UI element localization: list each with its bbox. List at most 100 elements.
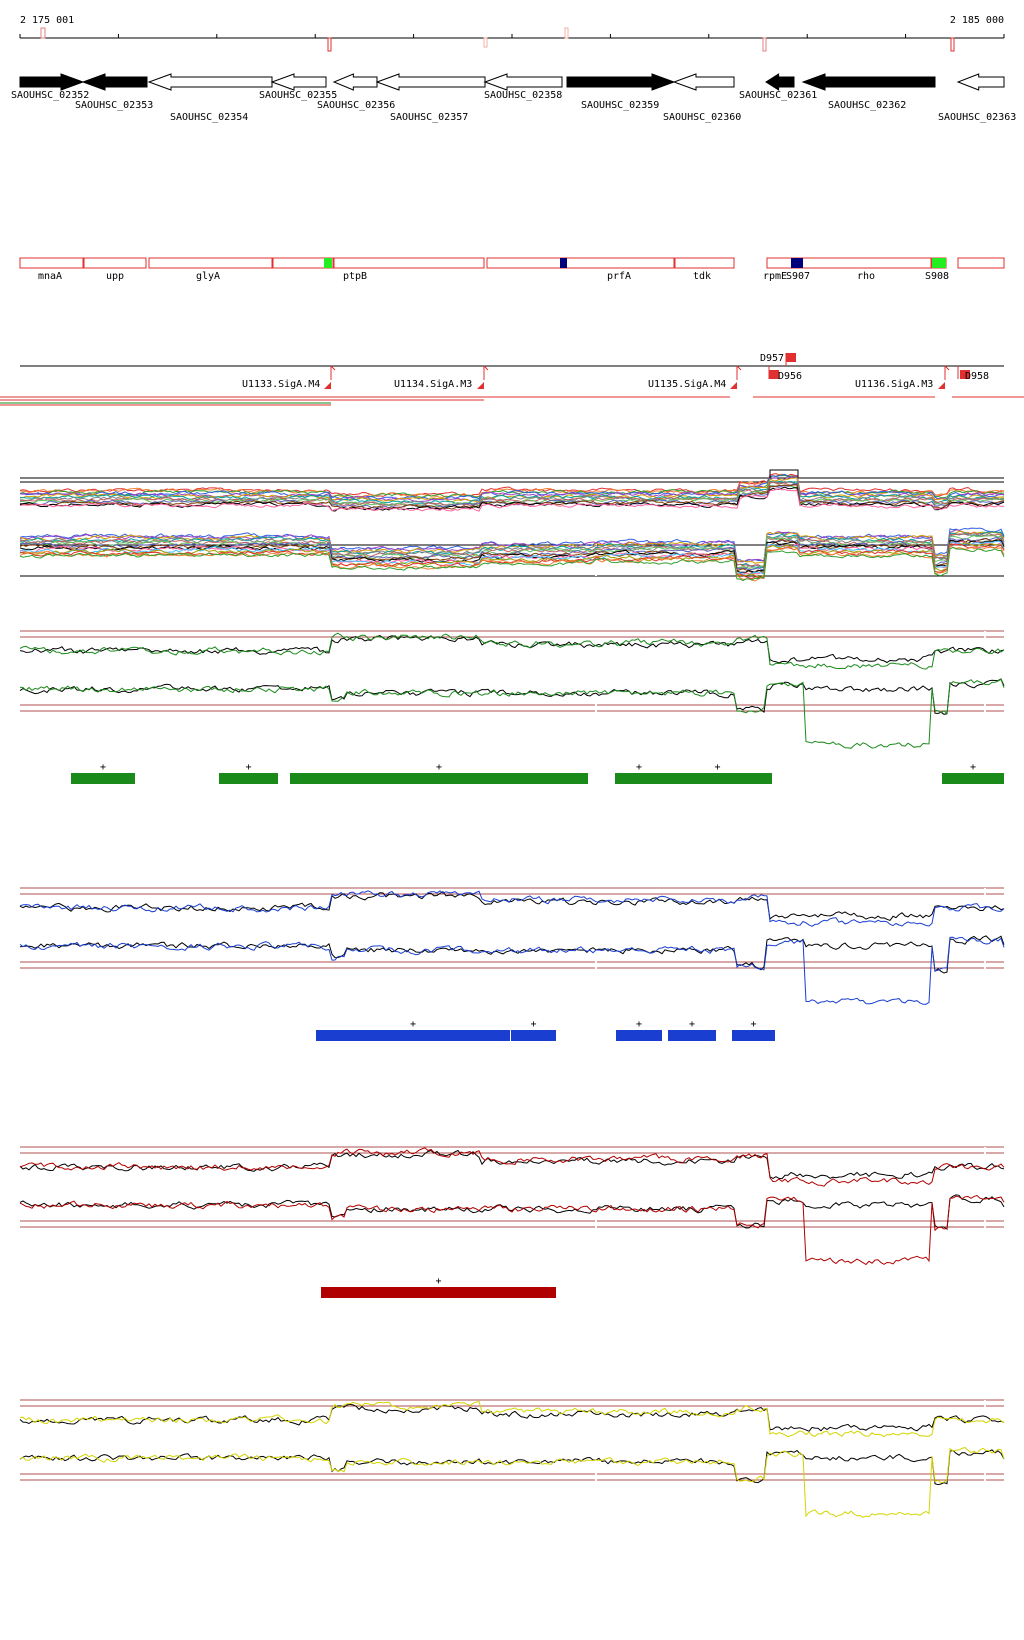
gene-symbol-rho: rho [857, 271, 875, 282]
ruler-start-label: 2 175 001 [20, 15, 74, 26]
gene-arrow [765, 73, 795, 91]
segment-label: + [970, 762, 976, 773]
gene-arrow [801, 73, 936, 91]
segment-bar [615, 773, 663, 784]
gene-arrow [147, 73, 273, 91]
segment-bar [732, 1030, 775, 1041]
segment-label: + [245, 762, 251, 773]
annotation-box [148, 257, 273, 269]
gene-arrow [566, 73, 676, 91]
annotation-track: mnaA upp glyA ptpB prfA tdk rpmE S907 rh… [19, 257, 1005, 282]
segment-label: + [530, 1019, 536, 1030]
segment-label: + [714, 762, 720, 773]
gene-arrow [81, 73, 148, 91]
gene-symbol-upp: upp [106, 271, 124, 282]
gene-label: SAOUHSC_02362 [828, 100, 906, 111]
segment-label: + [410, 1019, 416, 1030]
segment-label: + [750, 1019, 756, 1030]
transcript-lines [0, 396, 1024, 406]
svg-text:U1136.SigA.M3: U1136.SigA.M3 [855, 379, 933, 390]
segment-label: + [436, 762, 442, 773]
segment-bar [668, 1030, 716, 1041]
gene-arrow [19, 73, 85, 91]
annotation-box [333, 257, 485, 269]
segment-bar [321, 1287, 556, 1298]
gene-symbol-S907: S907 [786, 271, 810, 282]
gene-label: SAOUHSC_02357 [390, 112, 468, 123]
ruler: 2 175 001 2 185 000 [19, 15, 1005, 52]
gene-symbol-rpmE: rpmE [763, 271, 787, 282]
gene-symbol-mnaA: mnaA [38, 271, 62, 282]
marker-green-box [324, 258, 332, 268]
gene-arrow [483, 73, 563, 91]
segment-bar [219, 773, 278, 784]
gene-arrow [270, 73, 327, 91]
annotation-box [957, 257, 1005, 269]
gene-label: SAOUHSC_02352 [11, 90, 89, 101]
marker-green-box [932, 258, 946, 268]
gene-symbol-ptpB: ptpB [343, 271, 367, 282]
expression-panel-red [19, 1146, 1005, 1266]
expression-panel-yellow [19, 1399, 1005, 1518]
terminator-D956: D956 [768, 366, 802, 382]
gene-label: SAOUHSC_02359 [581, 100, 659, 111]
segment-bar [942, 773, 1004, 784]
expression-panel-all-conditions [19, 469, 1005, 582]
gene-symbol-prfA: prfA [607, 271, 631, 282]
svg-text:D958: D958 [965, 371, 989, 382]
annotation-box [486, 257, 675, 269]
annotation-box [83, 257, 147, 269]
gene-label: SAOUHSC_02361 [739, 90, 817, 101]
promoter-U1135: U1135.SigA.M4 [648, 365, 742, 390]
gene-label: SAOUHSC_02360 [663, 112, 741, 123]
svg-text:U1135.SigA.M4: U1135.SigA.M4 [648, 379, 726, 390]
gene-arrow [672, 73, 735, 91]
gene-label: SAOUHSC_02354 [170, 112, 248, 123]
ruler-ticks [19, 34, 1005, 38]
segment-track-blue: + + + + + [316, 1019, 775, 1041]
annotation-box [674, 257, 735, 269]
gene-track [19, 73, 1005, 91]
promoter-U1134: U1134.SigA.M3 [394, 365, 489, 390]
gene-arrow [332, 73, 378, 91]
segment-label: + [100, 762, 106, 773]
segment-bar [663, 773, 772, 784]
svg-text:D956: D956 [778, 371, 802, 382]
segment-bar [71, 773, 135, 784]
terminator-D958: D958 [957, 366, 989, 382]
gene-symbol-tdk: tdk [693, 271, 711, 282]
gene-symbol-glyA: glyA [196, 271, 220, 282]
gene-label: SAOUHSC_02355 [259, 90, 337, 101]
gene-arrow [375, 73, 486, 91]
gene-arrow [956, 73, 1005, 91]
marker-navy-box [560, 258, 567, 268]
terminator-D957: D957 [760, 353, 796, 366]
annotation-box [19, 257, 84, 269]
marker-navy-box [791, 258, 803, 268]
promoter-U1136: U1136.SigA.M3 [855, 365, 950, 390]
segment-label: + [636, 1019, 642, 1030]
segment-label: + [636, 762, 642, 773]
segment-track-red: + [321, 1276, 556, 1298]
svg-text:U1134.SigA.M3: U1134.SigA.M3 [394, 379, 472, 390]
segment-bar [511, 1030, 556, 1041]
regulatory-track: U1133.SigA.M4 U1134.SigA.M3 U1135.SigA.M… [0, 353, 1024, 406]
segment-bar [616, 1030, 662, 1041]
expression-panel-blue [19, 887, 1005, 1005]
promoter-U1133: U1133.SigA.M4 [242, 365, 336, 390]
svg-text:D957: D957 [760, 353, 784, 364]
segment-bar [290, 773, 588, 784]
segment-track-green: + + + + + + [71, 762, 1004, 784]
gene-label: SAOUHSC_02356 [317, 100, 395, 111]
segment-label: + [689, 1019, 695, 1030]
ruler-end-label: 2 185 000 [950, 15, 1004, 26]
gene-label: SAOUHSC_02353 [75, 100, 153, 111]
gene-label: SAOUHSC_02358 [484, 90, 562, 101]
annotation-box [766, 257, 932, 269]
gene-symbol-S908: S908 [925, 271, 949, 282]
expression-panel-green [19, 630, 1005, 749]
annotation-box [272, 257, 334, 269]
svg-text:U1133.SigA.M4: U1133.SigA.M4 [242, 379, 320, 390]
